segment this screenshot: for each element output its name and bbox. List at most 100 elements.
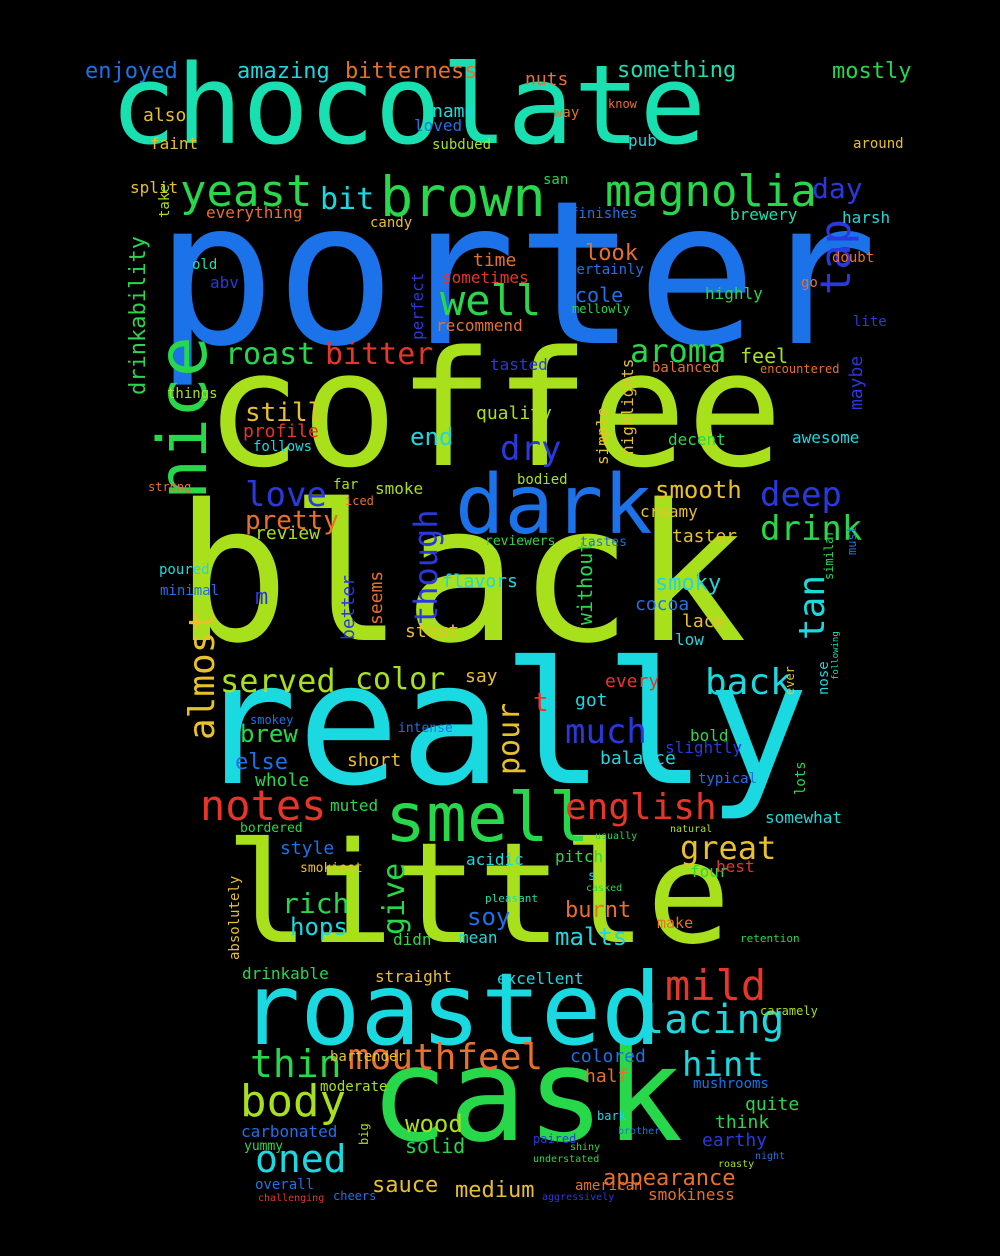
- word-roasted: roasted: [240, 951, 662, 1068]
- word-lacing: lacing: [640, 997, 785, 1043]
- word-soy: soy: [467, 903, 511, 931]
- word-cheers: cheers: [333, 1189, 377, 1203]
- word-also: also: [143, 105, 187, 126]
- word-finishes: finishes: [570, 206, 638, 222]
- word-moderate: moderate: [320, 1079, 388, 1095]
- word-else: else: [235, 750, 288, 775]
- word-nuts: nuts: [525, 69, 569, 90]
- word-feel: feel: [740, 344, 789, 368]
- word-must: must: [845, 526, 859, 555]
- word-brown: brown: [380, 165, 546, 229]
- word-natural: natural: [670, 824, 713, 835]
- word-casked: casked: [586, 883, 623, 894]
- word-profile: profile: [243, 421, 319, 442]
- word-roast: roast: [225, 337, 316, 372]
- word-drinkability: drinkability: [126, 236, 151, 395]
- word-amazing: amazing: [237, 59, 330, 84]
- word-better: better: [338, 574, 359, 640]
- word-perfect: perfect: [408, 272, 427, 340]
- word-look: look: [585, 241, 638, 266]
- word-caramely: caramely: [760, 1004, 818, 1018]
- word-nose: nose: [816, 661, 832, 695]
- word-understated: understated: [533, 1154, 600, 1165]
- word-porter: porter: [155, 158, 878, 391]
- word-bitter: bitter: [325, 337, 434, 372]
- word-poured: poured: [159, 562, 210, 578]
- word-follows: follows: [253, 439, 313, 455]
- word-style: style: [280, 838, 335, 859]
- word-best: best: [716, 857, 755, 876]
- word-notes: notes: [200, 781, 327, 830]
- word-short: short: [347, 750, 402, 771]
- word-coffee: coffee: [205, 316, 783, 503]
- word-quality: quality: [476, 403, 552, 424]
- word-without: without: [573, 540, 597, 625]
- word-smoke: smoke: [375, 479, 424, 498]
- word-half: half: [585, 1066, 629, 1087]
- word-got: got: [575, 690, 608, 711]
- word-day: day: [812, 172, 863, 205]
- word-hops: hops: [290, 913, 348, 941]
- word-lace: lace: [682, 611, 726, 632]
- word-brother: brother: [618, 1126, 661, 1137]
- word-simple: simple: [593, 407, 612, 465]
- word-appearance: appearance: [603, 1166, 736, 1191]
- word-low: low: [675, 630, 704, 649]
- word-much: much: [565, 712, 647, 752]
- word-hint: hint: [682, 1045, 764, 1085]
- word-pleasant: pleasant: [485, 892, 538, 905]
- word-think: think: [715, 1112, 770, 1133]
- word-medium: medium: [455, 1178, 535, 1203]
- word-quite: quite: [745, 1094, 800, 1115]
- word-night: night: [755, 1151, 786, 1162]
- word-paired: paired: [533, 1132, 577, 1146]
- word-say: say: [465, 666, 498, 687]
- word-similar: similar: [822, 529, 836, 580]
- word-iced: iced: [345, 494, 374, 508]
- word-cocoa: cocoa: [635, 594, 690, 615]
- word-ever: ever: [783, 666, 797, 695]
- word-creamy: creamy: [640, 502, 698, 521]
- word-candy: candy: [370, 215, 413, 231]
- word-split: split: [130, 178, 179, 197]
- word-color: color: [355, 662, 446, 697]
- word-t: t: [533, 688, 549, 718]
- word-give: give: [377, 862, 412, 935]
- word-black: black: [175, 464, 747, 685]
- word-bark: bark: [597, 1109, 626, 1123]
- word-retention: retention: [740, 932, 800, 945]
- word-smokiness: smokiness: [648, 1185, 735, 1204]
- word-back: back: [705, 662, 792, 703]
- word-whole: whole: [255, 770, 310, 791]
- word-absolutely: absolutely: [227, 875, 243, 960]
- word-mean: mean: [459, 928, 498, 947]
- word-muted: muted: [330, 796, 379, 815]
- word-challenging: challenging: [258, 1193, 325, 1204]
- word-straight: straight: [375, 967, 453, 986]
- word-body: body: [240, 1076, 346, 1127]
- word-aroma: aroma: [630, 332, 727, 370]
- word-seems: seems: [366, 570, 387, 625]
- word-love: love: [245, 475, 327, 515]
- word-decent: decent: [668, 430, 726, 449]
- word-flavors: flavors: [442, 571, 518, 592]
- word-bordered: bordered: [240, 821, 303, 836]
- word-take: take: [157, 184, 173, 218]
- word-burnt: burnt: [565, 898, 632, 923]
- word-slightly: slightly: [665, 738, 743, 757]
- word-smokey: smokey: [250, 713, 294, 727]
- word-drink: drink: [760, 509, 863, 549]
- word-dark: dark: [455, 458, 653, 553]
- word-four: four: [690, 862, 729, 881]
- word-maybe: maybe: [846, 355, 867, 410]
- word-bitterness: bitterness: [345, 59, 478, 84]
- word-enjoyed: enjoyed: [85, 59, 178, 84]
- word-magnolia: magnolia: [605, 166, 817, 217]
- word-encountered: encountered: [760, 362, 840, 376]
- word-aggressively: aggressively: [542, 1192, 615, 1203]
- word-drinkable: drinkable: [242, 964, 329, 983]
- word-wood: wood: [405, 1110, 463, 1138]
- word-s: s: [588, 869, 596, 884]
- word-something: something: [617, 58, 737, 83]
